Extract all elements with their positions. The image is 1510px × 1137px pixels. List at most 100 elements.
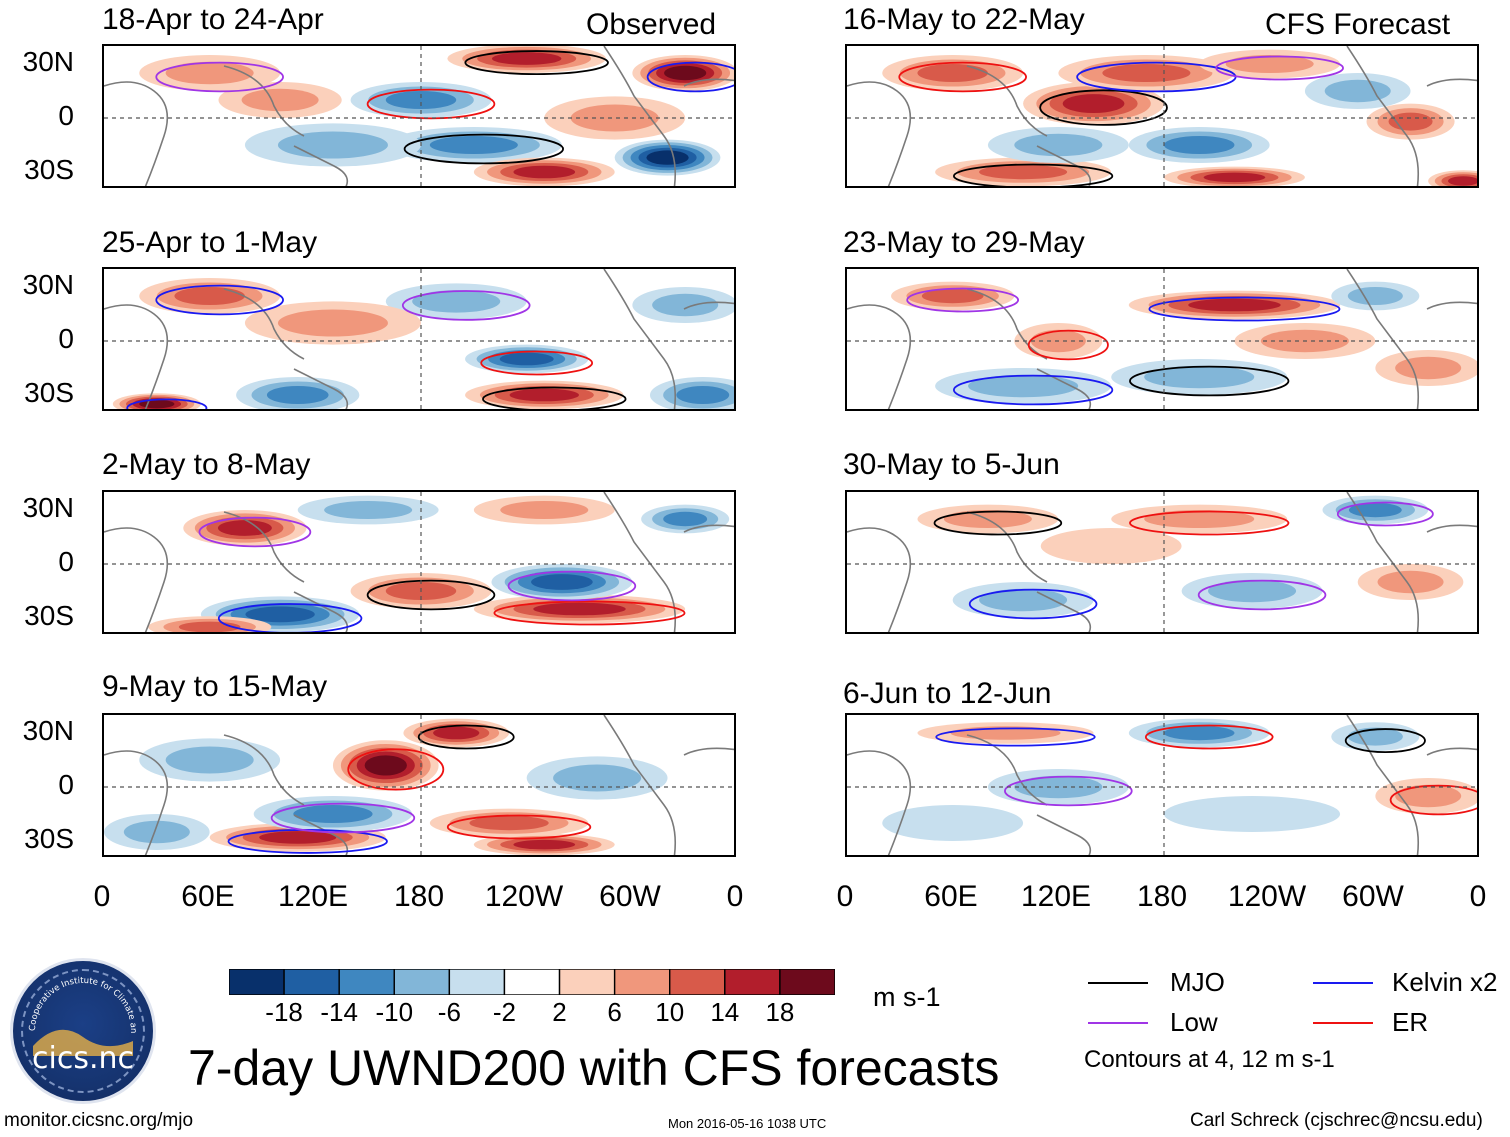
coastline [223, 65, 305, 137]
colorbar-tick-label: 14 [710, 997, 740, 1027]
wave-contour [417, 724, 515, 750]
legend-label-low: Low [1170, 1007, 1218, 1037]
y-tick-label: 30N [22, 492, 74, 523]
colorbar-swatch [724, 969, 781, 995]
coastline [1036, 814, 1092, 855]
coastline [1036, 368, 1092, 409]
y-tick-label: 0 [58, 546, 74, 577]
coastline [847, 750, 912, 855]
wave-contour [1215, 55, 1344, 81]
legend-label-kelvin: Kelvin x2 [1392, 967, 1498, 997]
footer-author: Carl Schreck (cjschrec@ncsu.edu) [1190, 1110, 1483, 1131]
colorbar-swatch [779, 969, 835, 995]
anomaly-shade [1388, 112, 1433, 131]
x-tick-label: 120E [1020, 880, 1092, 913]
x-tick-label: 0 [1469, 880, 1487, 913]
wave-contour [1039, 89, 1168, 126]
anomaly-shade [509, 388, 579, 402]
map-plot [104, 269, 734, 409]
anomaly-shade [1395, 784, 1462, 808]
x-tick-label: 120W [484, 880, 564, 913]
colorbar-swatch [558, 969, 616, 995]
y-tick-label: 0 [58, 100, 74, 131]
wave-contour [952, 374, 1114, 406]
anomaly-shade [385, 91, 457, 109]
anomaly-shade [652, 293, 719, 317]
anomaly-shade [1062, 94, 1125, 114]
wave-contour [906, 287, 1020, 313]
coastline [104, 304, 169, 409]
map-plot [104, 492, 734, 632]
anomaly-shade [433, 726, 480, 740]
coastline [1426, 747, 1477, 756]
panel-title: 9-May to 15-May [102, 670, 328, 703]
anomaly-shade [499, 352, 554, 366]
colorbar-swatch [669, 969, 726, 995]
coastline [847, 527, 912, 632]
colorbar-tick-label: -6 [437, 997, 461, 1027]
coastline [293, 145, 349, 186]
wave-contour [1389, 784, 1477, 816]
footer-url: monitor.cicsnc.org/mjo [4, 1110, 194, 1131]
anomaly-shade [1014, 133, 1103, 157]
wave-contour [482, 386, 627, 409]
anomaly-shade [1164, 725, 1235, 741]
coastline [603, 492, 677, 632]
coastline [1426, 524, 1477, 533]
panel-title: 25-Apr to 1-May [102, 226, 318, 259]
coastline [847, 304, 912, 409]
logo-ring [21, 969, 145, 1093]
y-tick-label: 30N [22, 46, 74, 77]
y-tick-label: 30S [24, 600, 74, 631]
anomaly-shade [1144, 365, 1255, 389]
map-panel [102, 713, 736, 857]
coastline [1036, 591, 1092, 632]
legend-line-low [1088, 1022, 1148, 1024]
y-tick-label: 0 [58, 323, 74, 354]
coastline [1346, 46, 1420, 186]
map-panel [845, 44, 1479, 188]
panel-title: 18-Apr to 24-Apr [102, 3, 324, 36]
anomaly-shade [1203, 172, 1266, 183]
colorbar-swatch [229, 969, 285, 995]
anomaly-shade [412, 290, 501, 313]
coastline [966, 65, 1048, 137]
wave-contour [1129, 510, 1290, 536]
wave-contour [898, 61, 1027, 93]
wave-contour [464, 50, 609, 76]
coastline [683, 78, 734, 87]
x-tick-label: 60E [924, 880, 978, 913]
wave-contour [217, 603, 363, 632]
x-tick-label: 120W [1227, 880, 1307, 913]
anomaly-shade [1348, 502, 1402, 518]
map-panel [102, 490, 736, 634]
wave-contour [1344, 728, 1426, 754]
legend-label-mjo: MJO [1170, 967, 1225, 997]
wave-contour [933, 510, 1063, 536]
main-title: 7-day UWND200 with CFS forecasts [188, 1040, 1000, 1096]
colorbar-swatch [503, 969, 561, 995]
map-plot [847, 46, 1477, 186]
anomaly-shade [266, 386, 329, 404]
anomaly-shade [1040, 528, 1182, 564]
coastline [1346, 715, 1420, 855]
coastline [104, 750, 169, 855]
wave-contour [366, 579, 496, 611]
colorbar-tick-label: 10 [655, 997, 685, 1027]
coastline [104, 527, 169, 632]
forecast-label: CFS Forecast [1265, 8, 1451, 41]
anomaly-shade [1208, 579, 1297, 603]
panel-title: 30-May to 5-Jun [843, 448, 1060, 481]
wave-contour [198, 516, 312, 548]
wave-contour [126, 398, 208, 409]
wave-contour [1148, 296, 1341, 322]
colorbar [229, 969, 835, 995]
coastline [603, 46, 677, 186]
anomaly-shade [259, 831, 337, 844]
colorbar-tick-label: 2 [552, 997, 567, 1027]
anomaly-shade [533, 602, 626, 616]
wave-contour [1336, 501, 1434, 527]
panel-title: 23-May to 29-May [843, 226, 1085, 259]
wave-contour [1027, 329, 1109, 361]
anomaly-shade [429, 136, 518, 154]
